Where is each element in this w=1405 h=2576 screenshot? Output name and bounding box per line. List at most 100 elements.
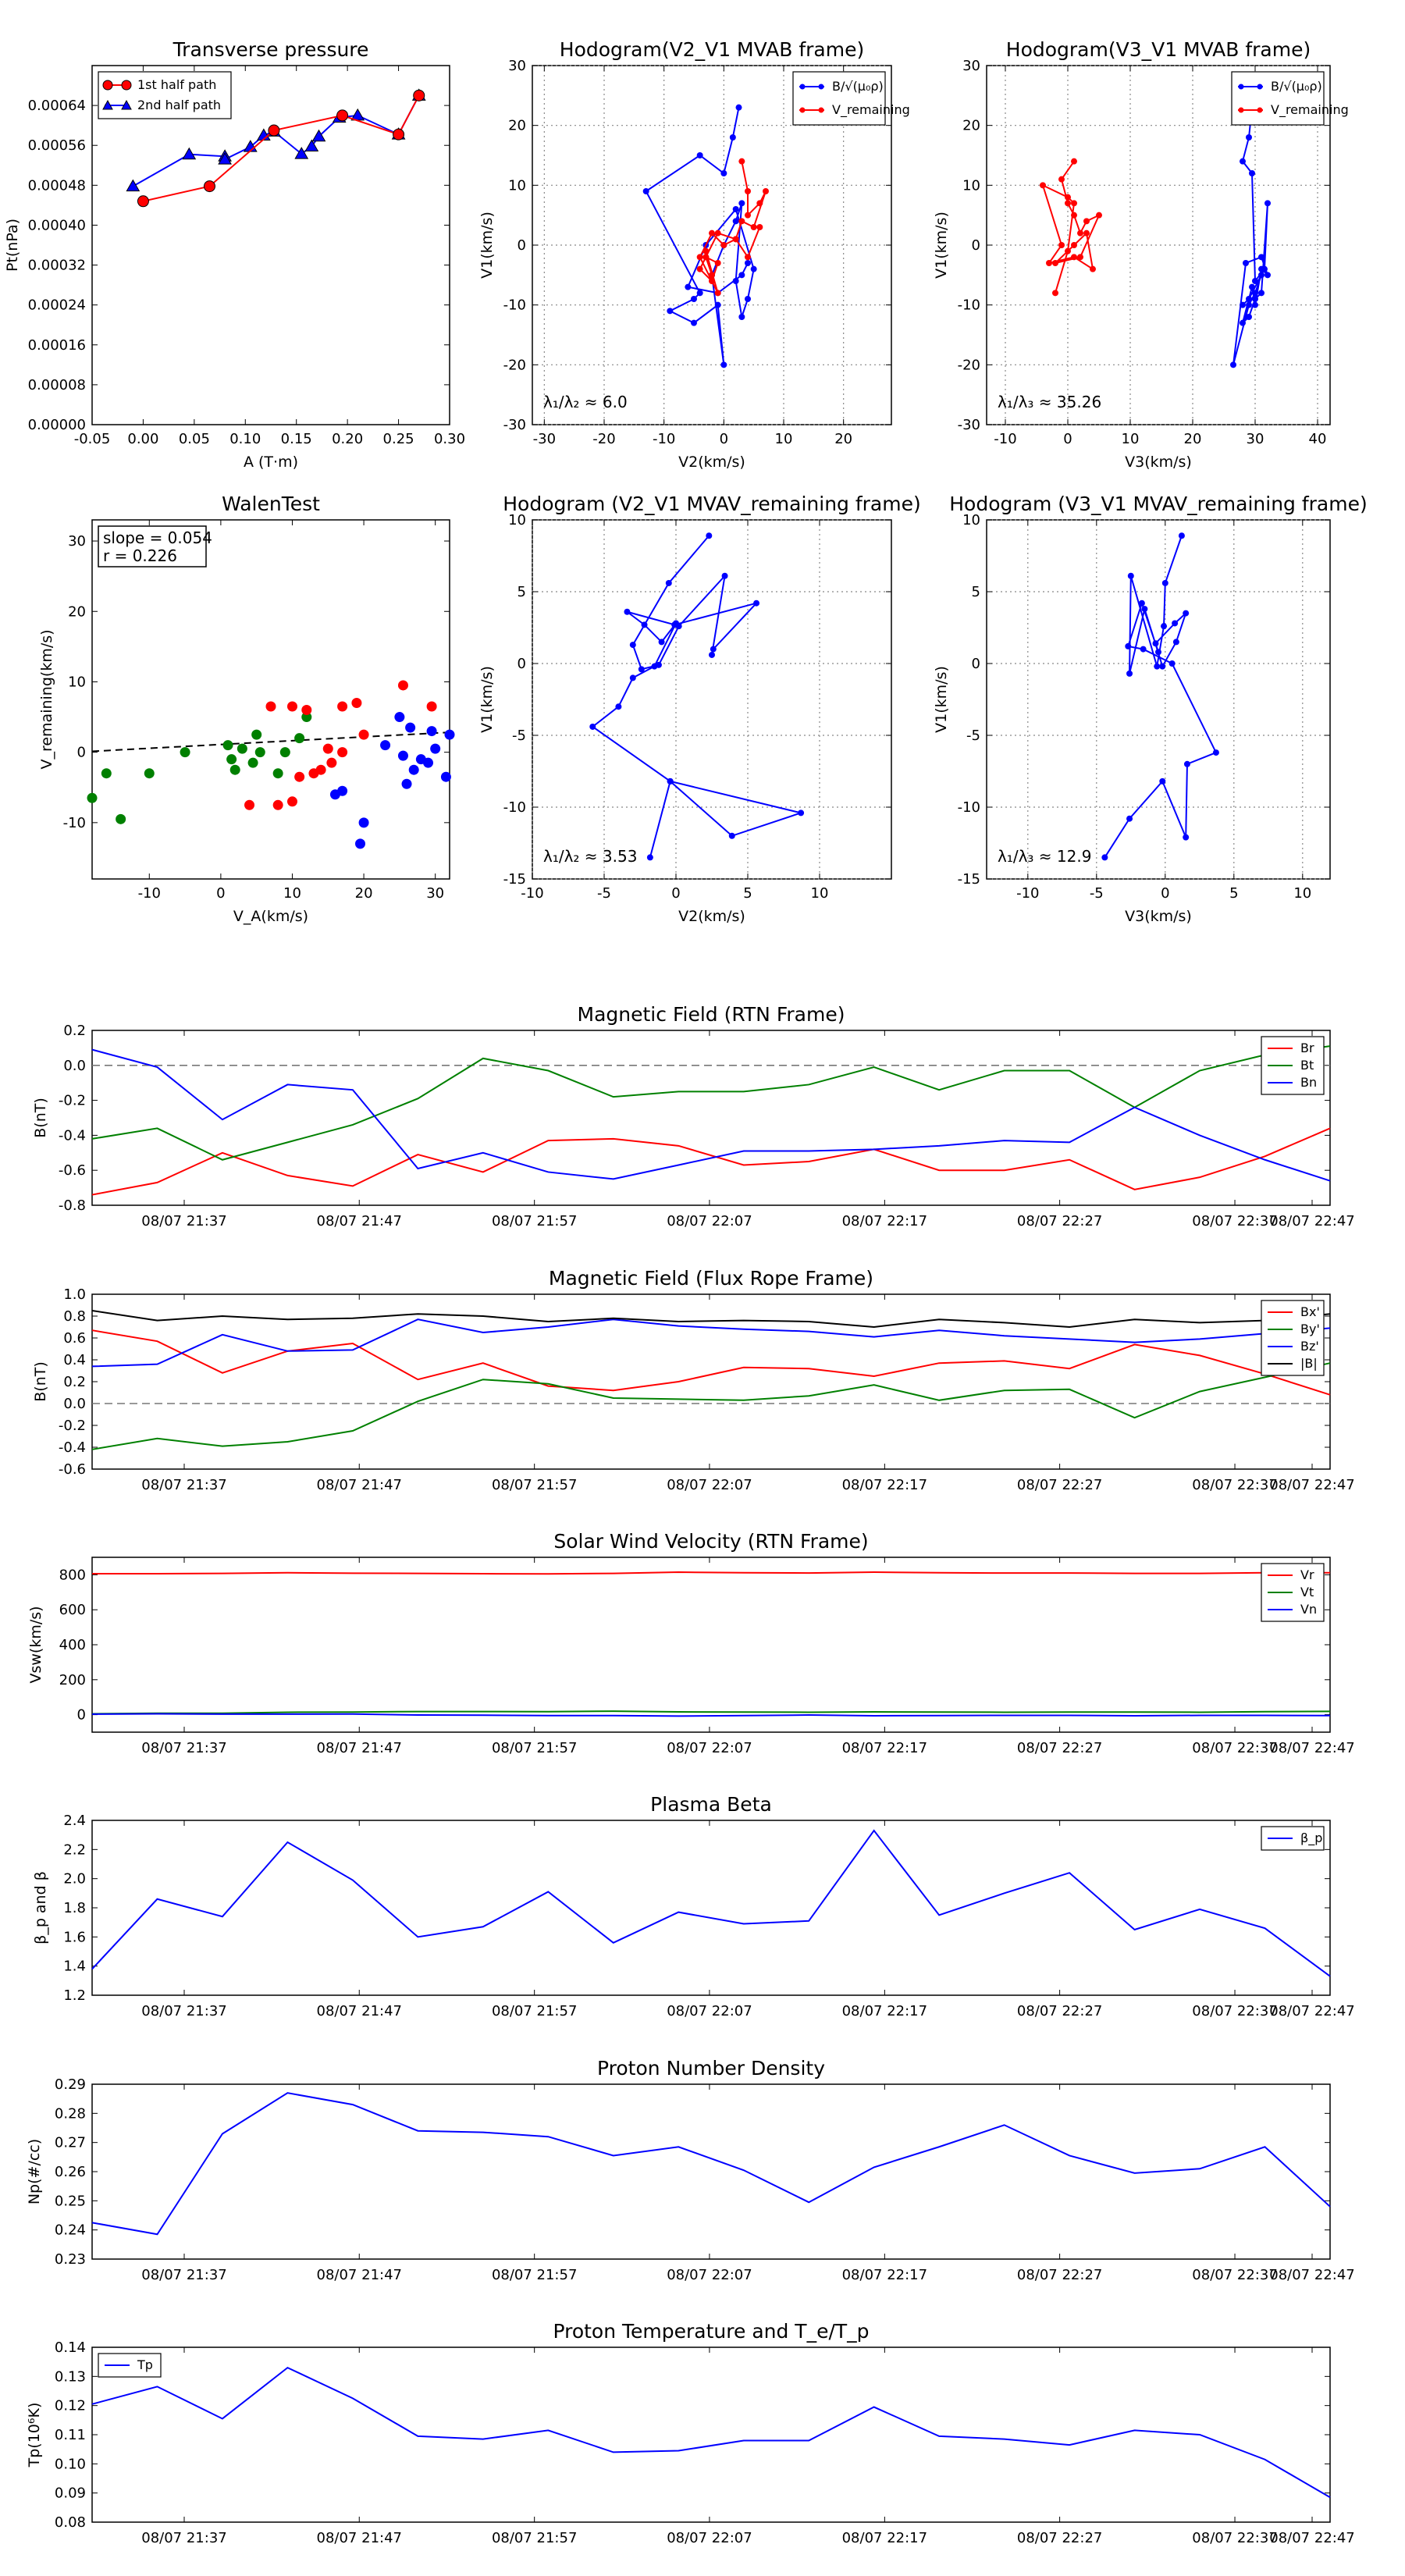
panel-h3r: Hodogram (V3_V1 MVAV_remaining frame) -10…: [933, 493, 1368, 925]
data-point: [423, 757, 434, 768]
y-tick-label: -0.8: [59, 1197, 86, 1214]
data-point: [1159, 777, 1166, 785]
data-point: [203, 180, 215, 193]
data-point: [397, 680, 408, 691]
data-point: [1071, 242, 1077, 248]
legend-label: V_remaining: [832, 102, 910, 118]
data-point: [1071, 212, 1077, 219]
data-point: [1246, 296, 1252, 302]
x-tick-label: 08/07 21:37: [141, 1477, 226, 1493]
x-tick-label: 0: [720, 431, 728, 447]
x-axis-label: V3(km/s): [1125, 908, 1192, 925]
data-point: [444, 729, 455, 740]
series-line-0: [91, 1329, 1331, 1396]
data-point: [745, 212, 751, 219]
data-point: [1071, 158, 1077, 165]
data-point: [696, 152, 703, 158]
y-tick-label: 0.26: [55, 2164, 86, 2180]
eigenvalue-ratio: λ₁/λ₃ ≈ 12.9: [998, 847, 1091, 866]
legend-label: B/√(μ₀ρ): [1271, 79, 1322, 94]
data-point: [728, 832, 735, 839]
series-line-0: [91, 1829, 1331, 1977]
x-tick-label: 08/07 22:37: [1192, 1740, 1277, 1756]
legend-box: [98, 71, 232, 119]
legend-label: V_remaining: [1271, 102, 1349, 118]
x-tick-label: 08/07 22:47: [1269, 2267, 1354, 2283]
data-point: [756, 200, 763, 207]
y-axis-label: V1(km/s): [478, 666, 496, 733]
y-tick-label: -0.4: [59, 1439, 86, 1456]
y-tick-label: 0.6: [63, 1330, 86, 1347]
series-line-2: [91, 1318, 1331, 1368]
data-point: [709, 651, 715, 658]
data-point: [732, 278, 739, 284]
data-point: [750, 224, 757, 230]
y-tick-label: 0.00016: [28, 337, 86, 354]
data-point: [1138, 600, 1145, 607]
legend-box: [1231, 71, 1325, 126]
data-point: [738, 200, 745, 207]
x-tick-label: 0: [216, 885, 225, 902]
panel-title: Magnetic Field (RTN Frame): [578, 1003, 845, 1026]
data-point: [756, 224, 763, 230]
x-tick-label: 0.10: [229, 431, 261, 447]
data-point: [294, 147, 309, 159]
panel-pb: Plasma Beta 1.2 1.4 1.6 1.8 2.0 2.2 2.4 08/07 21…: [32, 1793, 1355, 2019]
y-tick-label: 10: [508, 512, 526, 528]
y-tick-label: 0.0: [63, 1396, 86, 1412]
data-point: [294, 771, 305, 782]
data-point: [1183, 610, 1190, 617]
data-point: [405, 722, 416, 733]
panel-tpr: Proton Temperature and T_e/T_p 0.08 0.09 0.…: [26, 2320, 1355, 2546]
data-point: [1126, 815, 1133, 822]
y-tick-label: -20: [958, 357, 980, 373]
data-point: [315, 764, 326, 775]
y-tick-label: 0.13: [55, 2368, 86, 2385]
legend-label: |B|: [1300, 1356, 1318, 1371]
data-point: [237, 743, 247, 754]
data-point: [304, 139, 319, 151]
x-tick-label: -5: [597, 885, 611, 902]
legend-label: Bx': [1300, 1304, 1320, 1319]
data-point: [714, 229, 721, 237]
data-point: [1065, 247, 1071, 254]
series-line-1: [91, 1045, 1331, 1161]
y-tick-label: 0.2: [63, 1374, 86, 1390]
panel-tp: Transverse pressure -0.05 0.00 0.05 0.10 0.15…: [4, 38, 465, 471]
data-point: [1083, 218, 1090, 225]
data-point: [709, 278, 715, 284]
legend-marker: [1257, 84, 1263, 90]
plot-frame: [91, 2347, 1331, 2523]
data-point: [126, 179, 140, 192]
data-point: [745, 296, 751, 302]
x-tick-label: 10: [283, 885, 301, 902]
legend-marker: [102, 99, 113, 110]
data-point: [301, 712, 312, 723]
data-point: [1246, 301, 1252, 308]
data-point: [351, 698, 362, 709]
x-tick-label: 08/07 22:17: [842, 1213, 927, 1229]
data-point: [87, 792, 98, 803]
x-tick-label: 08/07 21:37: [141, 1740, 226, 1756]
eigenvalue-ratio: λ₁/λ₂ ≈ 6.0: [543, 393, 628, 411]
series-line-0: [143, 94, 420, 202]
data-point: [1071, 200, 1077, 207]
x-tick-label: 0.15: [281, 431, 312, 447]
x-tick-label: 0: [671, 885, 680, 902]
x-tick-label: 40: [1309, 431, 1327, 447]
panel-h3: Hodogram(V3_V1 MVAB frame) -10 0 10 20 30 40 -3…: [933, 38, 1349, 471]
y-axis-label: V1(km/s): [933, 212, 950, 279]
panel-bm: Magnetic Field (RTN Frame) -0.8 -0.6 -0.4 -0…: [32, 1003, 1355, 1229]
data-point: [1258, 254, 1264, 261]
y-tick-label: 0.00008: [28, 377, 86, 393]
legend-label: Vr: [1300, 1567, 1314, 1582]
y-tick-label: -0.6: [59, 1162, 86, 1179]
y-tick-label: 2.0: [63, 1871, 86, 1888]
data-point: [721, 572, 728, 579]
legend-label: β_p: [1300, 1831, 1322, 1846]
data-point: [426, 701, 437, 712]
x-tick-label: 08/07 22:37: [1192, 1213, 1277, 1229]
x-tick-label: 0.25: [383, 431, 414, 447]
data-point: [1168, 660, 1176, 667]
